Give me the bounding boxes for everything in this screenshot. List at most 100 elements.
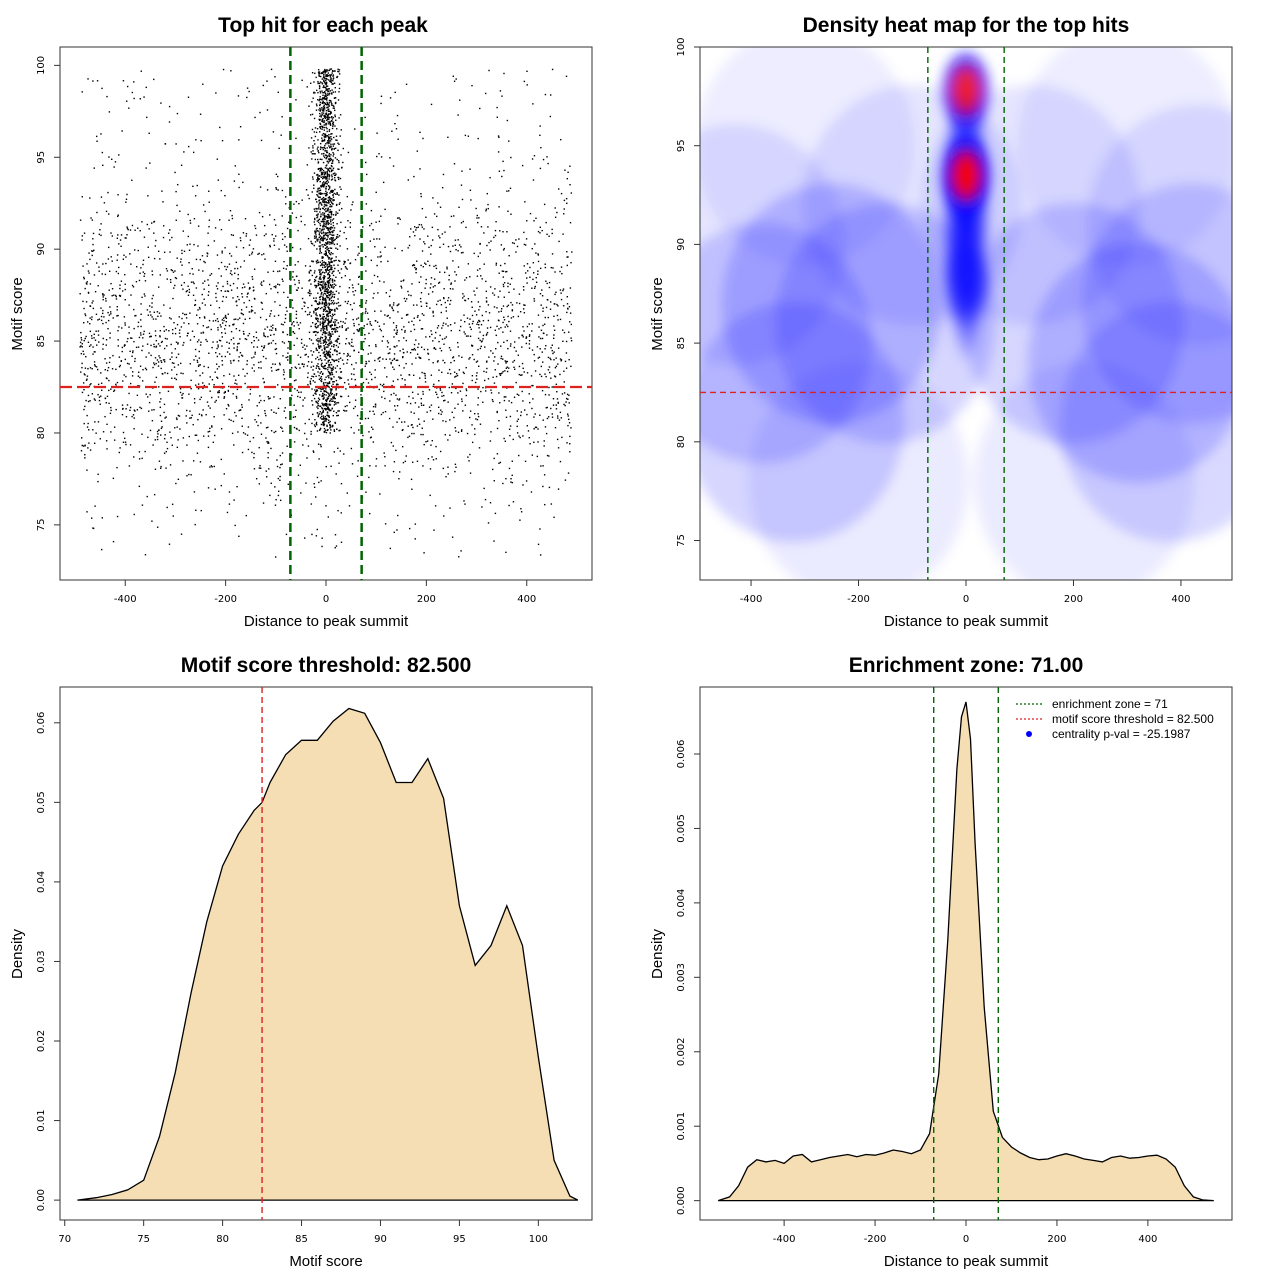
scatter-point [323, 176, 326, 178]
scatter-point [539, 528, 541, 530]
scatter-point [330, 465, 332, 467]
scatter-point [329, 312, 331, 314]
scatter-point [335, 247, 337, 249]
scatter-point [230, 255, 233, 257]
scatter-point [368, 360, 370, 362]
scatter-point [413, 328, 416, 331]
scatter-point [374, 245, 376, 248]
scatter-point [237, 95, 240, 97]
scatter-point [502, 160, 504, 163]
scatter-point [327, 395, 330, 398]
scatter-point [285, 268, 287, 270]
scatter-point [445, 306, 447, 309]
scatter-point [190, 417, 193, 419]
scatter-point [204, 317, 206, 319]
scatter-point [336, 339, 338, 341]
scatter-point [337, 99, 340, 101]
scatter-point [507, 315, 509, 318]
scatter-point [496, 427, 499, 430]
scatter-point [372, 328, 374, 331]
scatter-point [325, 400, 328, 403]
scatter-point [316, 356, 319, 358]
scatter-point [84, 405, 86, 408]
scatter-point [545, 344, 547, 347]
scatter-point [319, 248, 321, 251]
scatter-point [336, 428, 338, 430]
scatter-point [449, 349, 452, 351]
scatter-point [440, 413, 442, 416]
scatter-point [331, 118, 334, 120]
scatter-point [322, 317, 324, 319]
scatter-point [330, 78, 332, 81]
scatter-point [533, 298, 535, 300]
scatter-point [163, 437, 166, 440]
scatter-point [338, 69, 341, 71]
scatter-point [277, 270, 279, 273]
scatter-point [333, 429, 335, 431]
scatter-point [190, 387, 192, 390]
scatter-point [322, 332, 325, 334]
scatter-point [455, 375, 457, 378]
scatter-point [273, 285, 275, 288]
scatter-point [463, 295, 465, 297]
scatter-point [325, 324, 328, 327]
scatter-point [405, 314, 408, 316]
scatter-point [443, 271, 446, 274]
scatter-point [327, 334, 329, 336]
scatter-point [319, 119, 321, 121]
scatter-point [324, 320, 326, 323]
scatter-point [326, 265, 328, 267]
scatter-point [476, 287, 478, 289]
scatter-point [286, 227, 289, 230]
scatter-point [476, 269, 479, 271]
scatter-point [224, 355, 227, 358]
scatter-point [304, 224, 306, 226]
scatter-point [327, 361, 329, 363]
scatter-point [326, 425, 328, 428]
scatter-point [265, 233, 267, 235]
scatter-point [318, 72, 320, 75]
scatter-point [338, 117, 340, 119]
scatter-point [325, 157, 327, 160]
scatter-point [84, 367, 87, 369]
scatter-point [325, 394, 327, 396]
scatter-point [198, 413, 201, 415]
scatter-point [313, 187, 315, 189]
scatter-point [193, 491, 196, 493]
scatter-point [319, 72, 321, 75]
scatter-point [412, 231, 415, 233]
scatter-point [556, 303, 558, 306]
scatter-point [329, 197, 332, 200]
scatter-point [204, 210, 206, 213]
scatter-point [325, 126, 327, 129]
scatter-point [492, 292, 494, 294]
scatter-point [516, 302, 518, 304]
scatter-point [232, 282, 235, 285]
scatter-point [102, 298, 104, 301]
scatter-point [321, 266, 324, 269]
scatter-point [358, 329, 360, 331]
scatter-point [401, 356, 404, 359]
scatter-point [505, 270, 508, 273]
scatter-point [328, 403, 330, 405]
scatter-point [487, 203, 489, 206]
scatter-point [503, 316, 505, 318]
scatter-point [156, 438, 159, 441]
scatter-point [331, 425, 334, 428]
scatter-point [140, 407, 143, 410]
scatter-point [278, 270, 281, 272]
scatter-point [317, 69, 320, 71]
scatter-point [347, 352, 349, 355]
scatter-point [203, 316, 206, 318]
scatter-point [511, 309, 514, 311]
scatter-point [332, 80, 334, 82]
scatter-point [328, 263, 331, 266]
scatter-point [525, 238, 528, 240]
scatter-point [329, 146, 331, 149]
scatter-point [330, 179, 333, 181]
scatter-point [323, 284, 325, 286]
scatter-point [322, 94, 324, 97]
scatter-point [542, 361, 544, 363]
scatter-point [323, 71, 325, 73]
scatter-point [336, 158, 338, 161]
